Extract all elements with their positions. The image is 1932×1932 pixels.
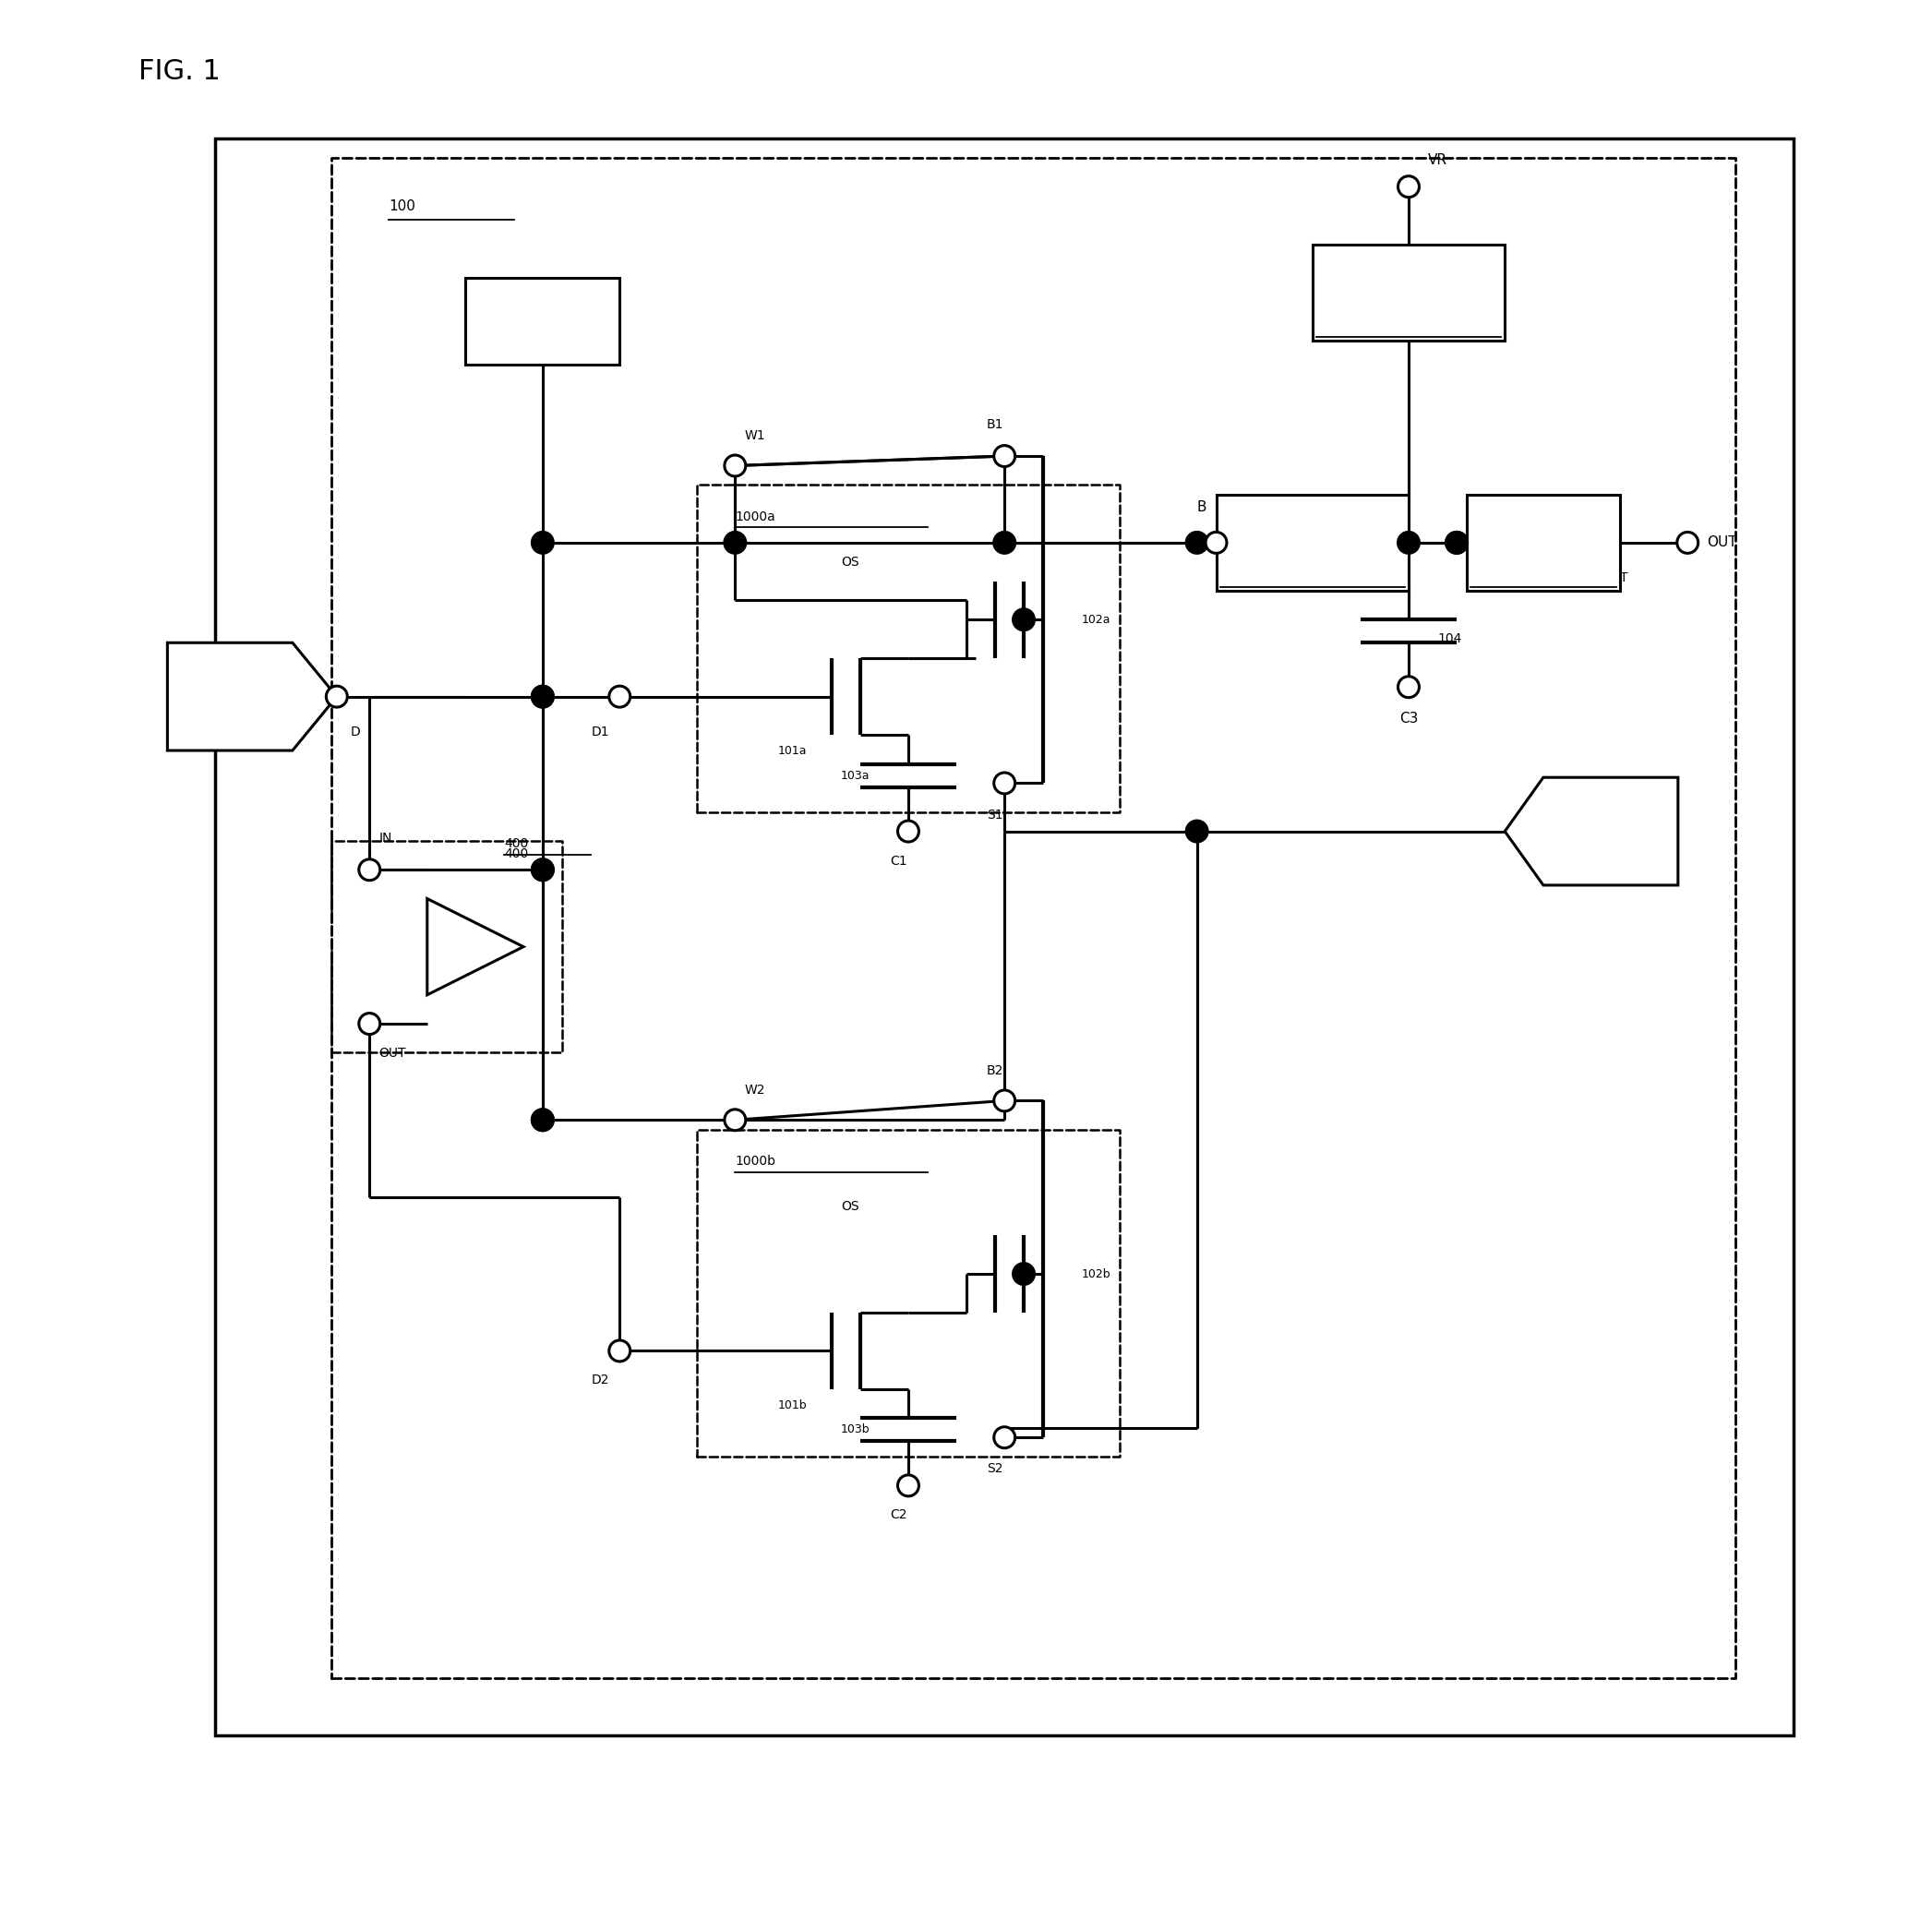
Circle shape <box>993 1428 1014 1449</box>
Text: OS: OS <box>840 1200 860 1213</box>
Circle shape <box>1447 531 1466 553</box>
Text: FIG. 1: FIG. 1 <box>139 58 220 85</box>
Text: 1000a: 1000a <box>734 510 775 524</box>
Circle shape <box>993 1090 1014 1111</box>
Circle shape <box>1186 531 1208 553</box>
Circle shape <box>1206 531 1227 553</box>
Text: 1450b: 1450b <box>1291 535 1335 549</box>
Text: S1: S1 <box>987 808 1003 821</box>
Circle shape <box>724 456 746 477</box>
Text: C1: C1 <box>891 854 908 867</box>
Bar <box>330 840 562 1053</box>
Circle shape <box>531 531 553 553</box>
Circle shape <box>724 531 746 553</box>
Text: 400: 400 <box>504 838 527 850</box>
Text: 1451: 1451 <box>1526 535 1561 549</box>
Circle shape <box>1399 176 1420 197</box>
Bar <box>697 1130 1121 1457</box>
Text: OUT: OUT <box>379 1047 406 1061</box>
Text: W1: W1 <box>744 429 765 442</box>
Text: B: B <box>1196 500 1208 514</box>
Text: IN: IN <box>379 833 392 844</box>
Circle shape <box>1399 531 1420 553</box>
Circle shape <box>993 773 1014 794</box>
Polygon shape <box>427 898 524 995</box>
Circle shape <box>531 860 553 881</box>
Circle shape <box>359 860 381 881</box>
Text: 102b: 102b <box>1082 1267 1111 1279</box>
Circle shape <box>359 1012 381 1034</box>
Bar <box>1312 243 1505 340</box>
Polygon shape <box>1505 777 1679 885</box>
Text: W2: W2 <box>744 1084 765 1097</box>
Bar <box>1466 495 1621 591</box>
Text: 1000b: 1000b <box>734 1155 777 1169</box>
Text: 102a: 102a <box>1082 614 1111 626</box>
Text: Data: Data <box>218 690 251 703</box>
Circle shape <box>531 1109 553 1130</box>
Circle shape <box>327 686 348 707</box>
Text: 1450a: 1450a <box>1387 286 1432 299</box>
Text: C3: C3 <box>1399 713 1418 726</box>
Text: 103a: 103a <box>840 769 869 781</box>
Text: C2: C2 <box>891 1509 908 1522</box>
Circle shape <box>531 1109 553 1130</box>
Text: 101b: 101b <box>779 1399 808 1410</box>
Text: D: D <box>350 724 359 738</box>
Circle shape <box>1186 821 1208 842</box>
Circle shape <box>898 1474 920 1495</box>
Text: D2: D2 <box>591 1374 609 1387</box>
Text: V1: V1 <box>1592 825 1609 838</box>
Circle shape <box>531 686 553 707</box>
Text: 101a: 101a <box>779 744 808 757</box>
Text: 104: 104 <box>1437 632 1463 645</box>
Bar <box>216 139 1793 1735</box>
Circle shape <box>609 686 630 707</box>
Bar <box>466 278 620 365</box>
Text: VR: VR <box>1428 153 1447 168</box>
Bar <box>1215 495 1408 591</box>
Text: B1: B1 <box>987 417 1003 431</box>
Circle shape <box>898 821 920 842</box>
Text: 103b: 103b <box>840 1424 869 1435</box>
Circle shape <box>1012 609 1034 630</box>
Text: OUT: OUT <box>1706 535 1737 549</box>
Text: SG1: SG1 <box>527 315 556 328</box>
Bar <box>330 158 1735 1679</box>
Circle shape <box>1447 531 1466 553</box>
Text: OS: OS <box>840 554 860 568</box>
Text: OUT: OUT <box>1602 572 1629 585</box>
Circle shape <box>1677 531 1698 553</box>
Text: IN: IN <box>1466 500 1480 514</box>
Text: 100: 100 <box>388 199 415 213</box>
Circle shape <box>1012 1264 1034 1285</box>
Text: 440: 440 <box>450 931 475 943</box>
Circle shape <box>993 446 1014 468</box>
Text: B2: B2 <box>987 1065 1003 1078</box>
Circle shape <box>724 1109 746 1130</box>
Circle shape <box>531 686 553 707</box>
Circle shape <box>531 860 553 881</box>
Text: D1: D1 <box>591 724 609 738</box>
Circle shape <box>609 1341 630 1362</box>
Circle shape <box>1399 676 1420 697</box>
Text: S2: S2 <box>987 1463 1003 1476</box>
Text: 400: 400 <box>504 848 527 860</box>
Polygon shape <box>168 643 336 750</box>
Bar <box>697 485 1121 811</box>
Circle shape <box>993 531 1014 553</box>
